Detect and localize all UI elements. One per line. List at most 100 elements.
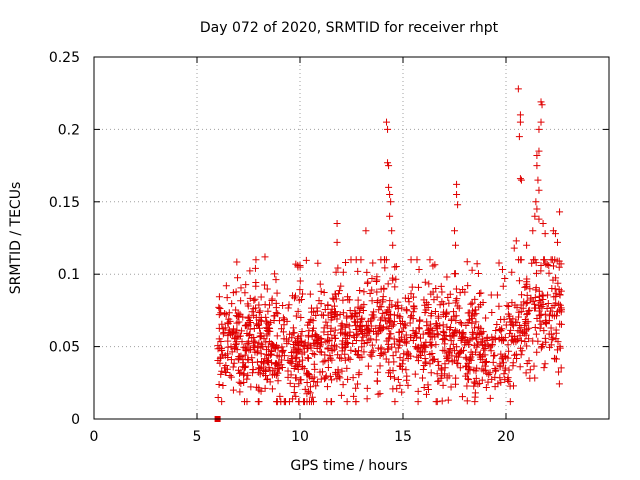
data-point — [392, 348, 400, 356]
data-point — [254, 368, 262, 376]
data-point — [533, 151, 541, 159]
data-point — [272, 276, 280, 284]
data-point — [252, 278, 260, 286]
data-point — [495, 302, 503, 310]
data-point — [275, 364, 283, 372]
data-point — [448, 315, 456, 323]
data-points — [214, 85, 565, 422]
data-point — [493, 291, 501, 299]
data-point — [331, 334, 339, 342]
data-point — [272, 304, 280, 312]
data-point — [222, 369, 230, 377]
data-point — [255, 386, 263, 394]
data-point — [395, 328, 403, 336]
data-point — [482, 314, 490, 322]
data-point — [515, 277, 523, 285]
data-point — [476, 380, 484, 388]
data-point — [488, 341, 496, 349]
data-point — [376, 362, 384, 370]
data-point — [407, 290, 415, 298]
data-point — [225, 309, 233, 317]
data-point — [224, 343, 232, 351]
data-point — [356, 286, 364, 294]
data-point — [473, 335, 481, 343]
data-point — [239, 363, 247, 371]
y-axis-label: SRMTID / TECUs — [8, 182, 24, 295]
data-point — [292, 374, 300, 382]
data-point — [401, 335, 409, 343]
data-point — [441, 336, 449, 344]
data-point — [253, 320, 261, 328]
data-point — [294, 333, 302, 341]
data-point — [367, 317, 375, 325]
data-point — [216, 344, 224, 352]
data-point — [434, 358, 442, 366]
data-point — [402, 306, 410, 314]
data-point — [237, 380, 245, 388]
data-point — [329, 294, 337, 302]
data-point — [324, 363, 332, 371]
data-point — [427, 369, 435, 377]
data-point — [313, 378, 321, 386]
data-point — [491, 335, 499, 343]
data-point — [297, 296, 305, 304]
data-point — [218, 367, 226, 375]
data-point — [368, 348, 376, 356]
y-tick-label: 0.05 — [49, 340, 80, 356]
data-point — [419, 366, 427, 374]
data-point — [408, 283, 416, 291]
data-point — [391, 283, 399, 291]
data-point — [274, 310, 282, 318]
data-point — [373, 288, 381, 296]
data-point — [270, 341, 278, 349]
data-point — [345, 322, 353, 330]
data-point — [275, 317, 283, 325]
data-point — [416, 316, 424, 324]
data-point — [462, 353, 470, 361]
data-point — [545, 269, 553, 277]
data-point — [473, 364, 481, 372]
data-point — [425, 280, 433, 288]
data-point — [523, 342, 531, 350]
data-point — [336, 374, 344, 382]
data-point — [534, 337, 542, 345]
data-point — [391, 340, 399, 348]
data-point — [451, 227, 458, 235]
data-point — [472, 374, 480, 382]
data-point — [439, 381, 447, 389]
data-point — [328, 356, 336, 364]
data-point — [500, 315, 508, 323]
data-point — [471, 324, 479, 332]
data-point — [338, 367, 346, 375]
data-point — [220, 329, 228, 337]
data-point — [555, 286, 563, 294]
data-point — [330, 341, 338, 349]
data-point — [364, 362, 372, 370]
data-point — [386, 372, 394, 380]
data-point — [216, 359, 224, 367]
data-point — [263, 285, 271, 293]
data-point — [273, 289, 281, 297]
data-point — [556, 301, 564, 309]
data-point — [555, 368, 563, 376]
data-point — [234, 274, 242, 282]
data-point — [286, 379, 294, 387]
data-point — [318, 311, 326, 319]
data-point — [324, 331, 332, 339]
data-point — [431, 307, 439, 315]
y-tick-label: 0.2 — [58, 122, 80, 138]
data-point — [290, 329, 298, 337]
data-point — [327, 324, 335, 332]
data-point — [531, 293, 539, 301]
data-point — [312, 312, 320, 320]
data-point — [413, 256, 421, 264]
data-point — [523, 311, 531, 319]
data-point — [434, 312, 442, 320]
data-point — [403, 372, 411, 380]
data-point — [545, 330, 553, 338]
data-point — [358, 314, 366, 322]
data-point — [512, 350, 520, 358]
data-point — [317, 287, 325, 295]
data-point — [376, 351, 384, 359]
data-point — [535, 215, 543, 223]
